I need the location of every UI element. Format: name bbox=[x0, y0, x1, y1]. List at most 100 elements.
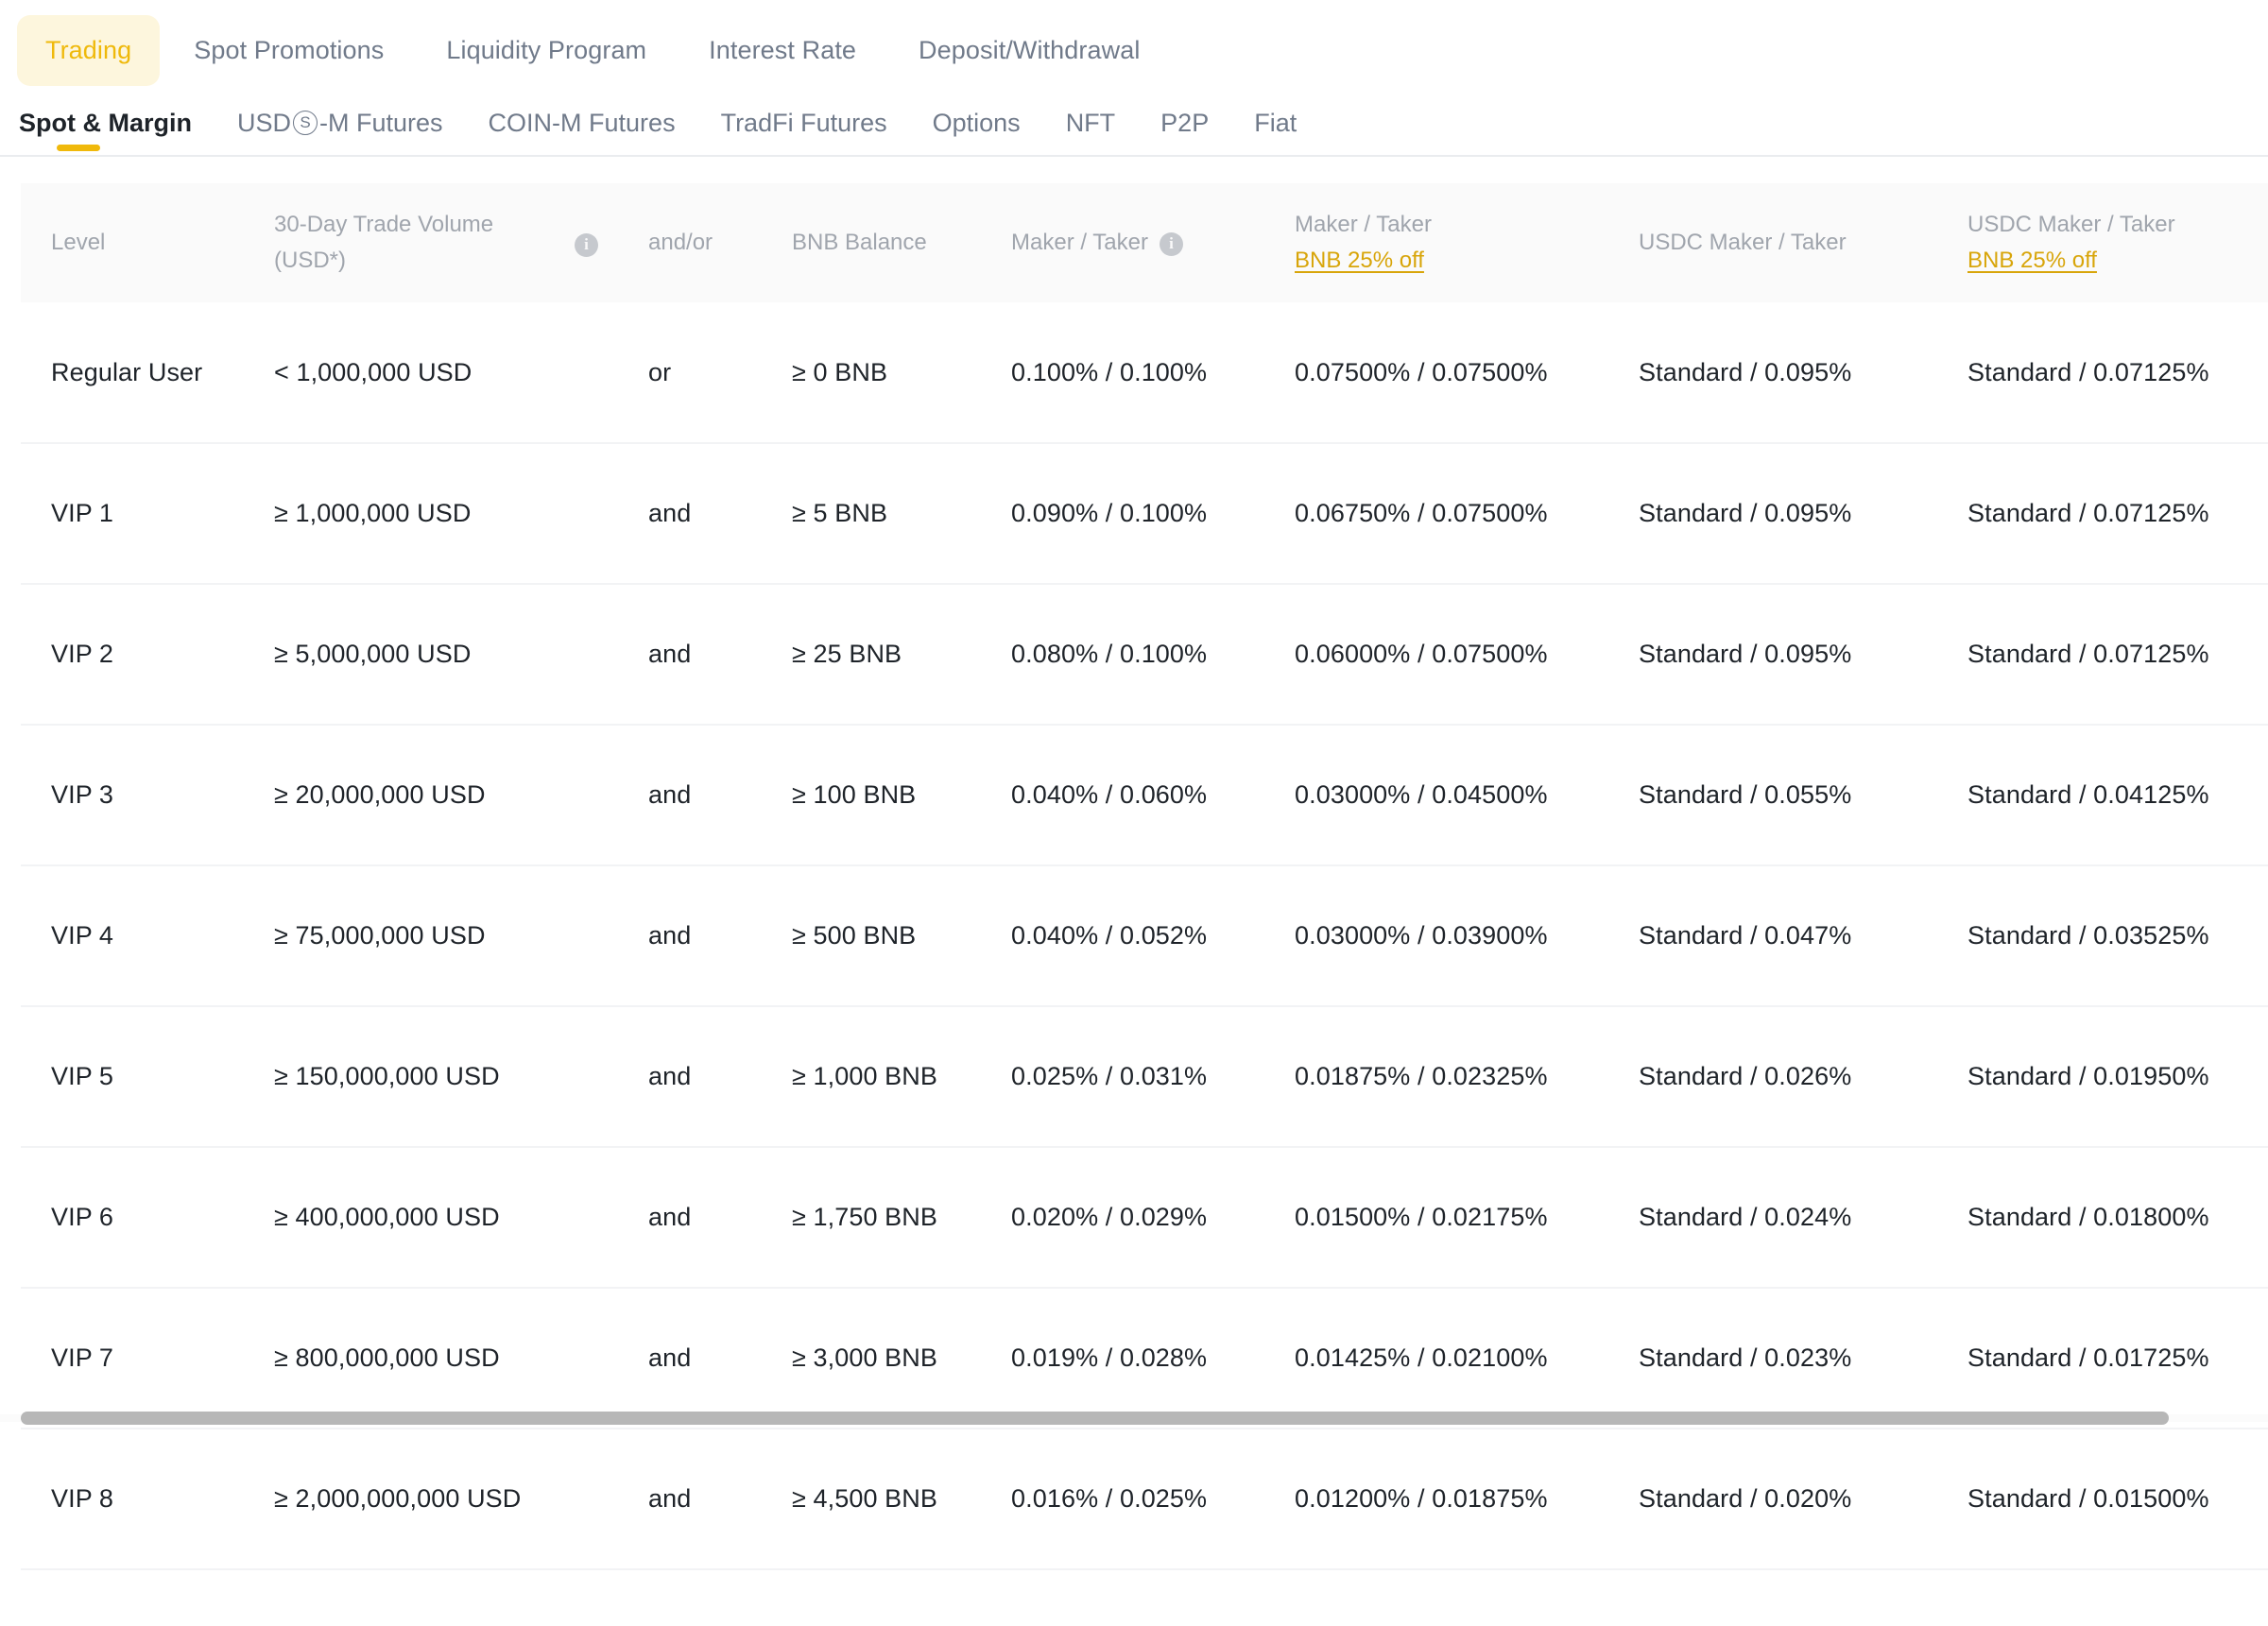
cell-and-or: and bbox=[648, 865, 792, 1007]
tab-tradfi-futures[interactable]: TradFi Futures bbox=[720, 109, 887, 137]
cell-and-or: and bbox=[648, 1429, 792, 1570]
horizontal-scrollbar-thumb[interactable] bbox=[21, 1412, 2169, 1425]
col-header-and-or: and/or bbox=[648, 183, 792, 302]
cell-usdc-maker-taker-bnb: Standard / 0.01350% bbox=[1967, 1569, 2268, 1626]
cell-usdc-maker-taker-bnb: Standard / 0.03525% bbox=[1967, 865, 2268, 1007]
nav-tab-trading[interactable]: Trading bbox=[17, 14, 161, 86]
cell-usdc-maker-taker-bnb: Standard / 0.07125% bbox=[1967, 302, 2268, 444]
cell-spacer bbox=[575, 1147, 648, 1289]
info-icon[interactable]: i bbox=[1159, 231, 1183, 256]
table-row: VIP 4 ≥ 75,000,000 USD and ≥ 500 BNB 0.040% … bbox=[21, 865, 2268, 1007]
bnb-discount-link[interactable]: BNB 25% off bbox=[1295, 248, 1424, 273]
cell-usdc-maker-taker-bnb: Standard / 0.01500% bbox=[1967, 1429, 2268, 1570]
cell-level: VIP 7 bbox=[21, 1288, 274, 1429]
table-row: Regular User < 1,000,000 USD or ≥ 0 BNB 0.10… bbox=[21, 302, 2268, 444]
col-header-maker-taker-bnb: Maker / Taker BNB 25% off bbox=[1295, 183, 1639, 302]
nav-tab-spot-promotions[interactable]: Spot Promotions bbox=[194, 35, 385, 64]
table-row: VIP 3 ≥ 20,000,000 USD and ≥ 100 BNB 0.040% … bbox=[21, 725, 2268, 866]
cell-spacer bbox=[575, 1006, 648, 1148]
cell-usdc-maker-taker: Standard / 0.055% bbox=[1639, 725, 1967, 866]
cell-spacer bbox=[575, 725, 648, 866]
tab-usds-m-futures[interactable]: USD S -M Futures bbox=[237, 109, 468, 157]
nav-tab-deposit-withdrawal[interactable]: Deposit/Withdrawal bbox=[919, 35, 1141, 64]
table-row: VIP 2 ≥ 5,000,000 USD and ≥ 25 BNB 0.080% / … bbox=[21, 584, 2268, 726]
cell-maker-taker-bnb: 0.01875% / 0.02325% bbox=[1295, 1006, 1639, 1148]
table-header-row: Level 30-Day Trade Volume (USD*) i and/o… bbox=[21, 183, 2268, 302]
cell-usdc-maker-taker-bnb: Standard / 0.01950% bbox=[1967, 1006, 2268, 1148]
col-header-usdc-maker-taker-bnb: USDC Maker / Taker BNB 25% off bbox=[1967, 183, 2268, 302]
col-header-bnb-balance: BNB Balance bbox=[792, 183, 1011, 302]
cell-maker-taker: 0.080% / 0.100% bbox=[1011, 584, 1295, 726]
tab-spot-and-margin[interactable]: Spot & Margin bbox=[19, 111, 216, 157]
tab-coin-m-futures[interactable]: COIN-M Futures bbox=[488, 109, 676, 137]
cell-bnb-balance: ≥ 1,000 BNB bbox=[792, 1006, 1011, 1148]
cell-level: VIP 5 bbox=[21, 1006, 274, 1148]
cell-spacer bbox=[575, 865, 648, 1007]
cell-bnb-balance: ≥ 5,500 BNB bbox=[792, 1569, 1011, 1626]
tab-p2p[interactable]: P2P bbox=[1160, 109, 1210, 137]
cell-and-or: and bbox=[648, 725, 792, 866]
cell-and-or: and bbox=[648, 1288, 792, 1429]
cell-maker-taker: 0.040% / 0.060% bbox=[1011, 725, 1295, 866]
cell-usdc-maker-taker: Standard / 0.024% bbox=[1639, 1147, 1967, 1289]
cell-maker-taker: 0.020% / 0.029% bbox=[1011, 1147, 1295, 1289]
cell-usdc-maker-taker-bnb: Standard / 0.01725% bbox=[1967, 1288, 2268, 1429]
cell-volume: ≥ 4,000,000,000 USD bbox=[274, 1569, 575, 1626]
cell-maker-taker-bnb: 0.07500% / 0.07500% bbox=[1295, 302, 1639, 444]
bnb-discount-link[interactable]: BNB 25% off bbox=[1967, 248, 2097, 273]
cell-volume: ≥ 800,000,000 USD bbox=[274, 1288, 575, 1429]
cell-volume: ≥ 5,000,000 USD bbox=[274, 584, 575, 726]
cell-bnb-balance: ≥ 5 BNB bbox=[792, 443, 1011, 585]
fee-table-container: Level 30-Day Trade Volume (USD*) i and/o… bbox=[21, 183, 2268, 1626]
cell-volume: ≥ 400,000,000 USD bbox=[274, 1147, 575, 1289]
cell-usdc-maker-taker: Standard / 0.023% bbox=[1639, 1288, 1967, 1429]
cell-volume: ≥ 20,000,000 USD bbox=[274, 725, 575, 866]
cell-level: VIP 1 bbox=[21, 443, 274, 585]
cell-bnb-balance: ≥ 100 BNB bbox=[792, 725, 1011, 866]
tab-nft[interactable]: NFT bbox=[1065, 109, 1116, 137]
info-icon[interactable]: i bbox=[575, 233, 598, 257]
cell-maker-taker-bnb: 0.06000% / 0.07500% bbox=[1295, 584, 1639, 726]
table-row: VIP 6 ≥ 400,000,000 USD and ≥ 1,750 BNB 0.02… bbox=[21, 1147, 2268, 1289]
cell-bnb-balance: ≥ 25 BNB bbox=[792, 584, 1011, 726]
tab-options[interactable]: Options bbox=[932, 109, 1021, 137]
cell-maker-taker-bnb: 0.01200% / 0.01875% bbox=[1295, 1429, 1639, 1570]
cell-usdc-maker-taker: Standard / 0.095% bbox=[1639, 302, 1967, 444]
cell-and-or: and bbox=[648, 1006, 792, 1148]
cell-spacer bbox=[575, 302, 648, 444]
cell-maker-taker-bnb: 0.03000% / 0.04500% bbox=[1295, 725, 1639, 866]
secondary-tabs: Spot & Margin USD S -M Futures COIN-M Futu… bbox=[0, 87, 2268, 157]
cell-usdc-maker-taker-bnb: Standard / 0.07125% bbox=[1967, 443, 2268, 585]
cell-maker-taker-bnb: 0.01500% / 0.02175% bbox=[1295, 1147, 1639, 1289]
nav-tab-interest-rate[interactable]: Interest Rate bbox=[709, 35, 857, 64]
cell-spacer bbox=[575, 584, 648, 726]
table-header: Level 30-Day Trade Volume (USD*) i and/o… bbox=[21, 183, 2268, 302]
cell-maker-taker-bnb: 0.01425% / 0.02100% bbox=[1295, 1288, 1639, 1429]
cell-level: VIP 8 bbox=[21, 1429, 274, 1570]
cell-usdc-maker-taker: Standard / 0.020% bbox=[1639, 1429, 1967, 1570]
cell-maker-taker: 0.011% / 0.023% bbox=[1011, 1569, 1295, 1626]
cell-maker-taker: 0.100% / 0.100% bbox=[1011, 302, 1295, 444]
col-header-volume-line2: (USD*) bbox=[274, 248, 346, 273]
cell-maker-taker: 0.025% / 0.031% bbox=[1011, 1006, 1295, 1148]
cell-usdc-maker-taker: Standard / 0.095% bbox=[1639, 584, 1967, 726]
vip-fee-table: Level 30-Day Trade Volume (USD*) i and/o… bbox=[21, 183, 2268, 1626]
cell-spacer bbox=[575, 1429, 648, 1570]
tab-fiat[interactable]: Fiat bbox=[1254, 109, 1297, 137]
cell-bnb-balance: ≥ 1,750 BNB bbox=[792, 1147, 1011, 1289]
cell-usdc-maker-taker: Standard / 0.026% bbox=[1639, 1006, 1967, 1148]
col-header-volume: 30-Day Trade Volume (USD*) bbox=[274, 183, 575, 302]
nav-tab-liquidity-program[interactable]: Liquidity Program bbox=[446, 35, 647, 64]
col-header-maker-taker-label: Maker / Taker bbox=[1011, 230, 1148, 255]
cell-and-or: and bbox=[648, 1147, 792, 1289]
cell-spacer bbox=[575, 443, 648, 585]
cell-maker-taker-bnb: 0.06750% / 0.07500% bbox=[1295, 443, 1639, 585]
cell-maker-taker: 0.019% / 0.028% bbox=[1011, 1288, 1295, 1429]
cell-and-or: or bbox=[648, 302, 792, 444]
cell-level: VIP 6 bbox=[21, 1147, 274, 1289]
col-header-volume-line1: 30-Day Trade Volume bbox=[274, 212, 494, 237]
cell-bnb-balance: ≥ 0 BNB bbox=[792, 302, 1011, 444]
tab-usds-m-futures-suffix: -M Futures bbox=[319, 109, 443, 137]
table-row: VIP 1 ≥ 1,000,000 USD and ≥ 5 BNB 0.090% / 0… bbox=[21, 443, 2268, 585]
